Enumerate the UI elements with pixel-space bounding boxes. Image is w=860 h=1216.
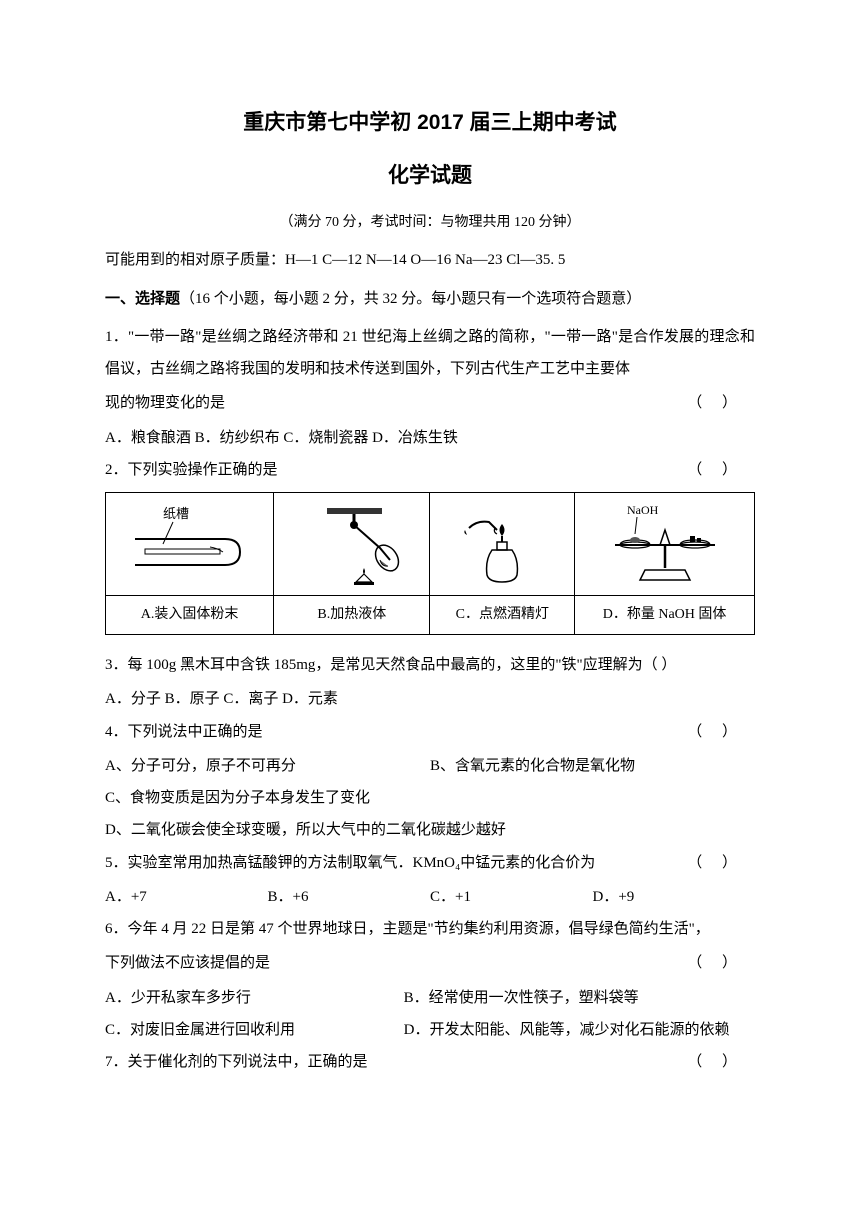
- table-cell-img-b: [274, 493, 430, 596]
- question-3-options: A．分子 B．原子 C．离子 D．元素: [105, 683, 755, 715]
- question-6-text-a: 6．今年 4 月 22 日是第 47 个世界地球日，主题是"节约集约利用资源，倡…: [105, 913, 755, 945]
- option-d: D．开发太阳能、风能等，减少对化石能源的依赖: [404, 1014, 755, 1046]
- exam-title-main: 重庆市第七中学初 2017 届三上期中考试: [105, 100, 755, 145]
- question-7-text: 7．关于催化剂的下列说法中，正确的是 （ ）: [105, 1046, 755, 1078]
- answer-blank: （ ）: [687, 1046, 755, 1078]
- table-caption-a: A.装入固体粉末: [106, 596, 274, 635]
- answer-blank: （ ）: [687, 716, 755, 748]
- option-a: A、分子可分，原子不可再分: [105, 750, 430, 782]
- option-b: B、含氧元素的化合物是氧化物: [430, 750, 755, 782]
- apparatus-icon-lamp: [436, 499, 568, 589]
- section-1-label: 一、选择题: [105, 291, 180, 307]
- table-cell-img-a: 纸槽: [106, 493, 274, 596]
- answer-blank: （ ）: [687, 947, 755, 979]
- question-1-text-a: 1．"一带一路"是丝绸之路经济带和 21 世纪海上丝绸之路的简称，"一带一路"是…: [105, 321, 755, 386]
- question-4-stem: 4．下列说法中正确的是: [105, 716, 263, 748]
- exam-info: （满分 70 分，考试时间：与物理共用 120 分钟）: [105, 208, 755, 238]
- option-b: B．经常使用一次性筷子，塑料袋等: [404, 982, 755, 1014]
- question-4-text: 4．下列说法中正确的是 （ ）: [105, 716, 755, 748]
- table-caption-d: D．称量 NaOH 固体: [575, 596, 755, 635]
- section-1-heading: 一、选择题（16 个小题，每小题 2 分，共 32 分。每小题只有一个选项符合题…: [105, 283, 755, 315]
- question-5-text: 5．实验室常用加热高锰酸钾的方法制取氧气．KMnO₄中锰元素的化合价为 （ ）: [105, 847, 755, 879]
- option-c: C．对废旧金属进行回收利用: [105, 1014, 404, 1046]
- question-7-stem: 7．关于催化剂的下列说法中，正确的是: [105, 1046, 368, 1078]
- question-4-options: A、分子可分，原子不可再分 B、含氧元素的化合物是氧化物 C、食物变质是因为分子…: [105, 750, 755, 847]
- table-row: 纸槽: [106, 493, 755, 596]
- table-row: A.装入固体粉末 B.加热液体 C．点燃酒精灯 D．称量 NaOH 固体: [106, 596, 755, 635]
- apparatus-icon-tube: 纸槽: [112, 499, 267, 589]
- label-zhicao: 纸槽: [163, 506, 189, 521]
- table-caption-b: B.加热液体: [274, 596, 430, 635]
- answer-blank: （ ）: [687, 454, 755, 486]
- atomic-mass-info: 可能用到的相对原子质量：H—1 C—12 N—14 O—16 Na—23 Cl—…: [105, 244, 755, 276]
- question-2-table: 纸槽: [105, 492, 755, 635]
- table-cell-img-c: [430, 493, 575, 596]
- exam-title-sub: 化学试题: [105, 153, 755, 198]
- section-1-desc: （16 个小题，每小题 2 分，共 32 分。每小题只有一个选项符合题意）: [180, 291, 641, 307]
- question-2-text: 2．下列实验操作正确的是 （ ）: [105, 454, 755, 486]
- apparatus-icon-heating: [280, 499, 423, 589]
- question-6-options: A．少开私家车多步行 B．经常使用一次性筷子，塑料袋等 C．对废旧金属进行回收利…: [105, 982, 755, 1047]
- label-naoh: NaOH: [627, 503, 659, 517]
- question-6-text-b: 下列做法不应该提倡的是 （ ）: [105, 947, 755, 979]
- option-c: C．+1: [430, 881, 593, 913]
- question-3-text: 3．每 100g 黑木耳中含铁 185mg，是常见天然食品中最高的，这里的"铁"…: [105, 649, 755, 681]
- option-c: C、食物变质是因为分子本身发生了变化: [105, 782, 755, 814]
- option-b: B．+6: [268, 881, 431, 913]
- option-d: D．+9: [593, 881, 756, 913]
- table-caption-c: C．点燃酒精灯: [430, 596, 575, 635]
- question-5-options: A．+7 B．+6 C．+1 D．+9: [105, 881, 755, 913]
- option-a: A．少开私家车多步行: [105, 982, 404, 1014]
- answer-blank: （ ）: [687, 847, 755, 879]
- question-1-stem-end: 现的物理变化的是: [105, 387, 225, 419]
- question-1-options: A．粮食酿酒 B．纺纱织布 C．烧制瓷器 D．冶炼生铁: [105, 422, 755, 454]
- option-d: D、二氧化碳会使全球变暖，所以大气中的二氧化碳越少越好: [105, 814, 755, 846]
- question-6-stem-end: 下列做法不应该提倡的是: [105, 947, 270, 979]
- table-cell-img-d: NaOH: [575, 493, 755, 596]
- apparatus-icon-balance: NaOH: [581, 499, 748, 589]
- question-2-stem: 2．下列实验操作正确的是: [105, 454, 278, 486]
- option-a: A．+7: [105, 881, 268, 913]
- answer-blank: （ ）: [687, 387, 755, 419]
- question-5-stem: 5．实验室常用加热高锰酸钾的方法制取氧气．KMnO₄中锰元素的化合价为: [105, 847, 595, 879]
- question-1-text-b: 现的物理变化的是 （ ）: [105, 387, 755, 419]
